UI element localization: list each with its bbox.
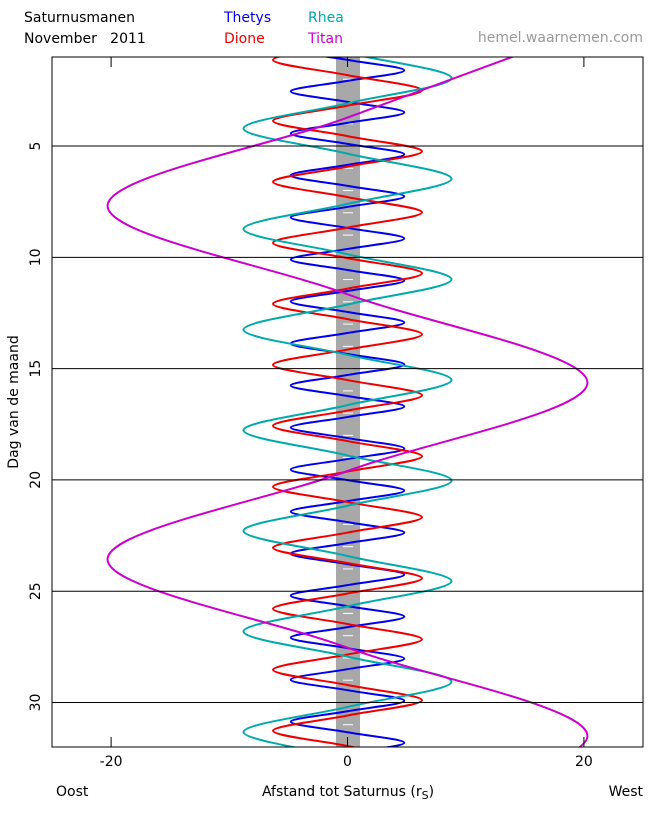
legend-entry: Rhea	[308, 10, 344, 26]
legend-entry: Thetys	[223, 10, 271, 26]
chart-subtitle: November 2011	[24, 31, 146, 47]
x-tick-label: 20	[575, 754, 593, 770]
y-tick-label: 15	[28, 360, 44, 378]
legend-entry: Titan	[307, 31, 343, 47]
y-axis-label: Dag van de maand	[6, 335, 22, 468]
x-label-main: Afstand tot Saturnus (r	[262, 784, 422, 800]
x-label-right: West	[609, 784, 644, 800]
legend-entry: Dione	[224, 31, 265, 47]
x-label-sub: S	[422, 789, 429, 802]
x-label-left: Oost	[56, 784, 89, 800]
x-tick-label: -20	[100, 754, 123, 770]
moon-orbit-line	[272, 57, 423, 747]
saturn-band	[336, 57, 360, 747]
chart-title: Saturnusmanen	[24, 10, 135, 26]
moon-orbit-line	[106, 57, 589, 747]
y-tick-label: 25	[28, 582, 44, 600]
x-axis-label: Afstand tot Saturnus (rS)	[262, 784, 434, 802]
y-tick-label: 20	[28, 471, 44, 489]
source: hemel.waarnemen.com	[478, 30, 643, 46]
moon-orbit-line	[242, 57, 453, 747]
y-tick-label: 5	[28, 142, 44, 151]
y-tick-label: 10	[28, 248, 44, 266]
x-tick-label: 0	[343, 754, 352, 770]
moon-orbit-line	[289, 57, 406, 747]
y-tick-label: 30	[28, 694, 44, 712]
x-label-end: )	[429, 784, 434, 800]
plot-area	[106, 57, 589, 747]
